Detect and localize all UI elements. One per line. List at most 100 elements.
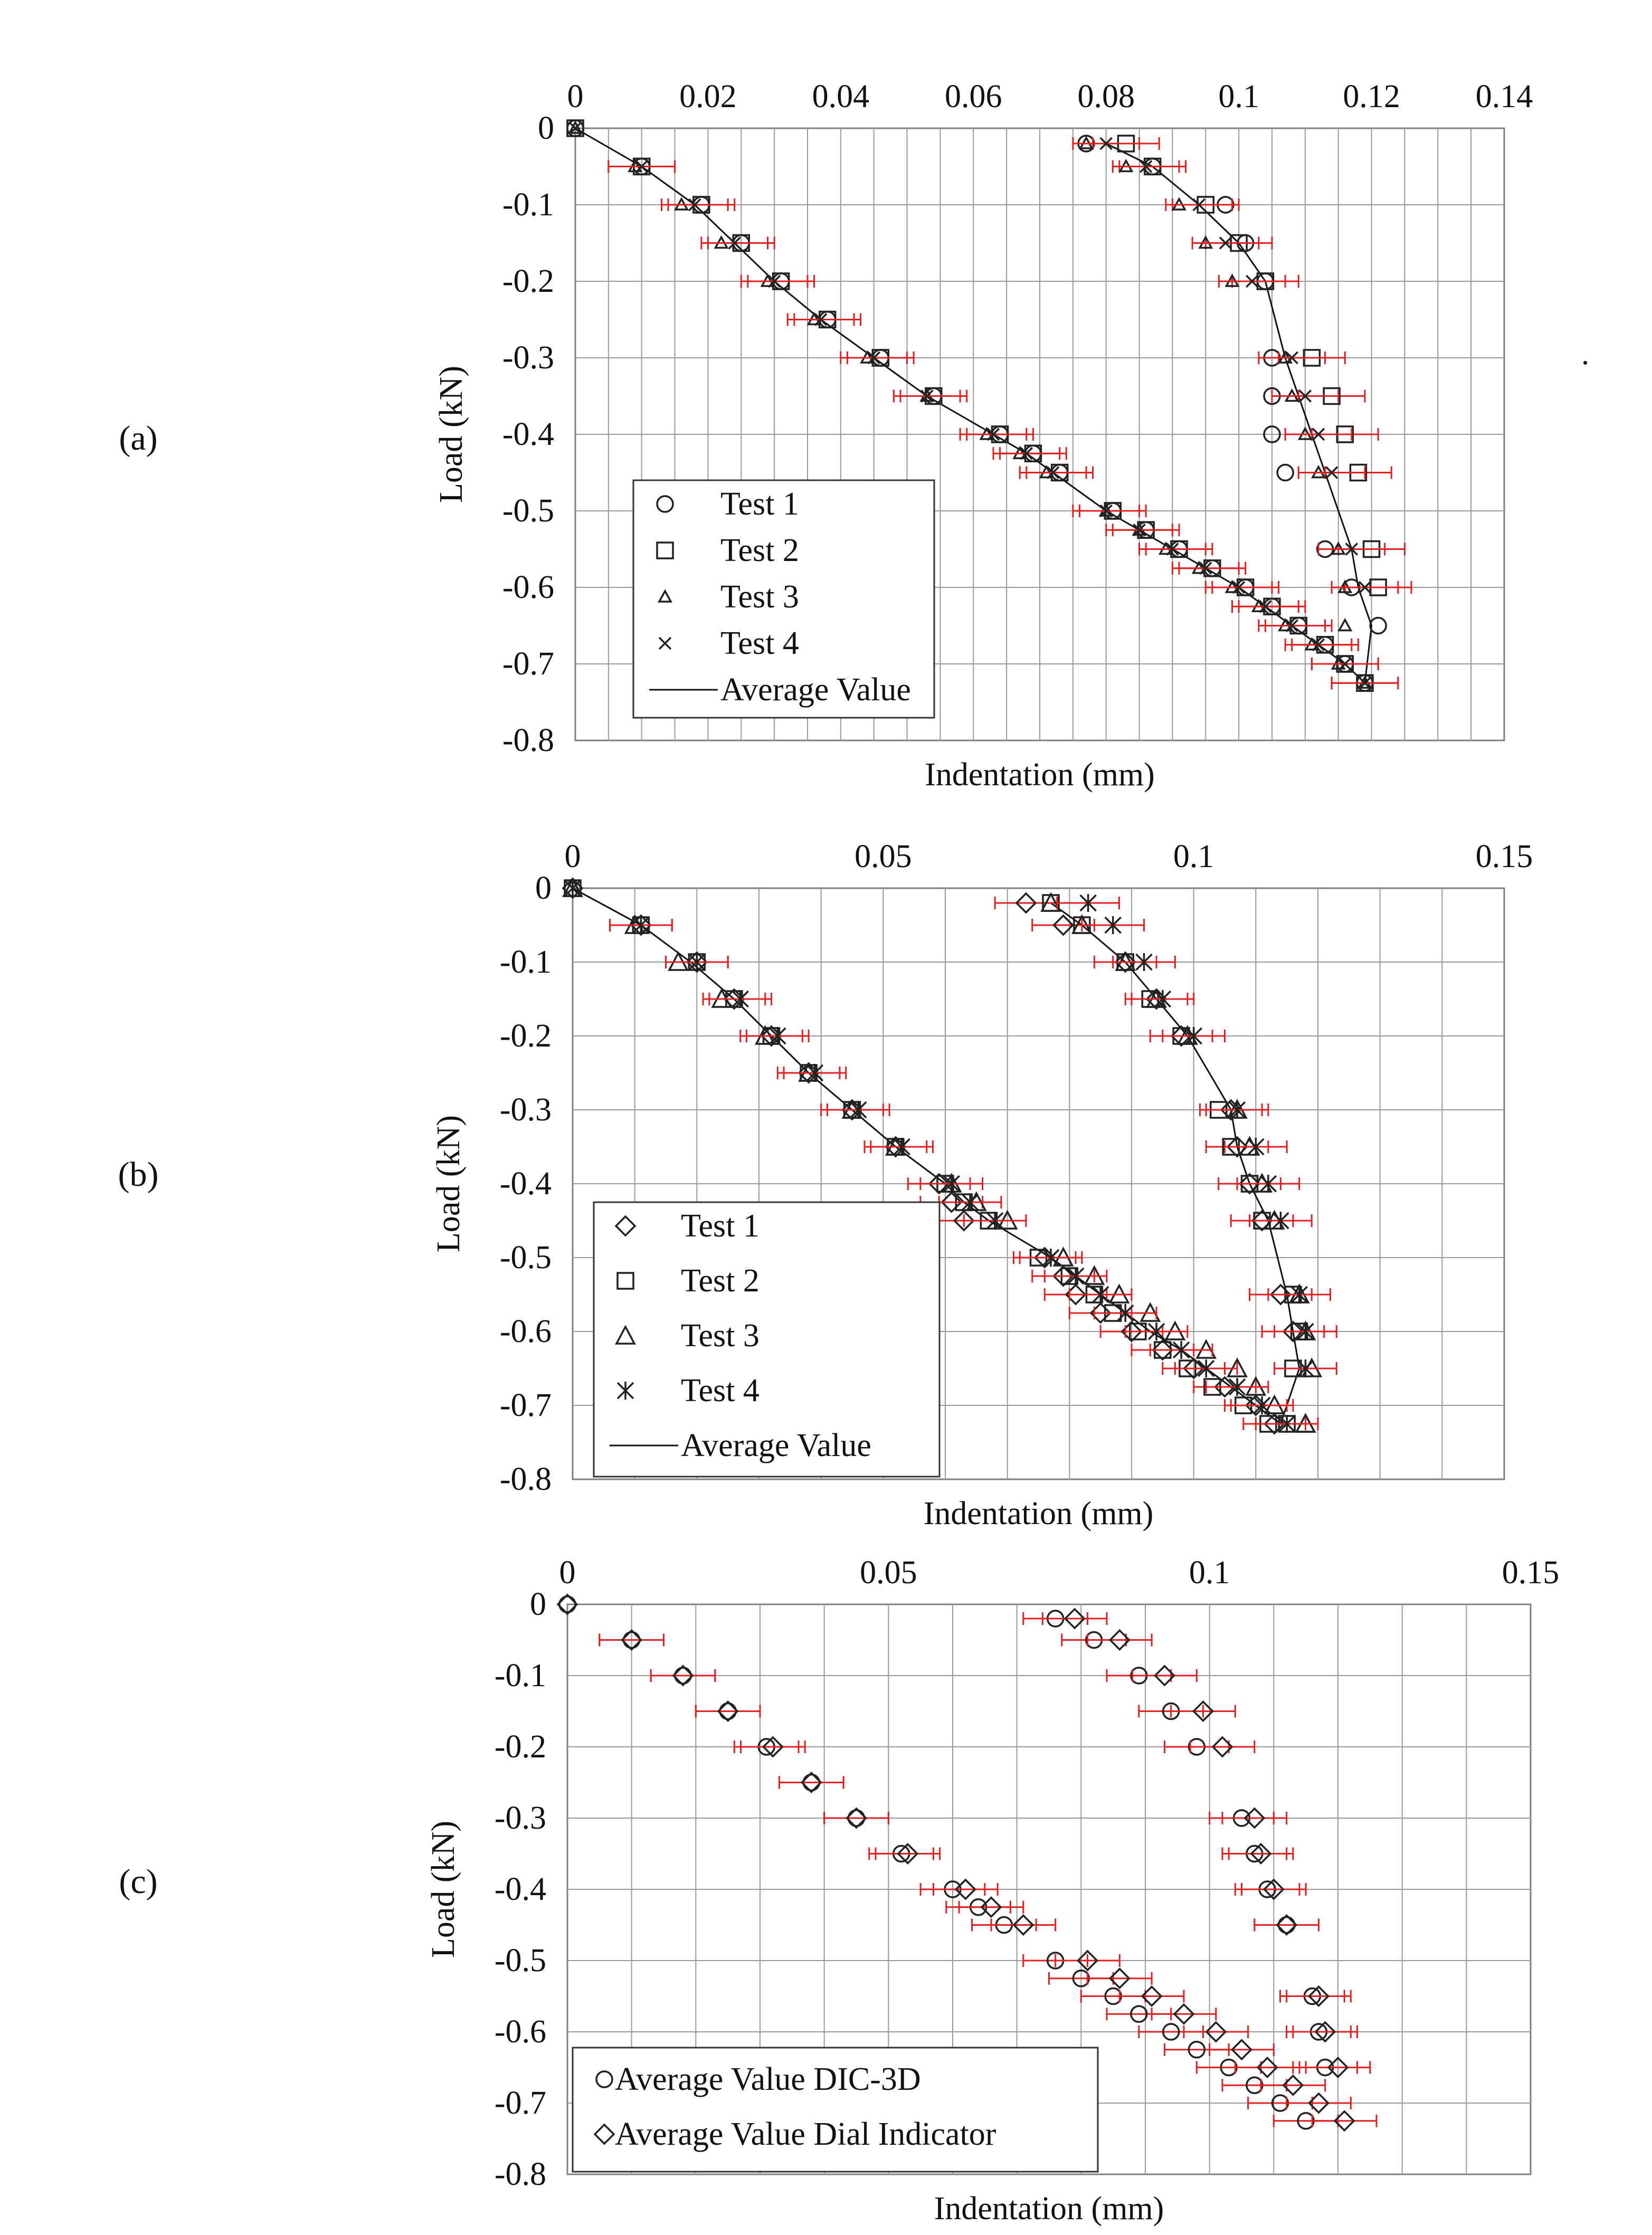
- data-point-test-1: [1114, 951, 1136, 973]
- x-tick-label: 0.05: [860, 1555, 917, 1591]
- data-point-test-1: [928, 1173, 950, 1195]
- data-point-test-4: [564, 879, 582, 897]
- legend: Test 1 Test 2 Test 3 Test 4 Average Value: [593, 1201, 941, 1478]
- data-point-average-value-dic-3d: [1162, 2023, 1180, 2041]
- data-point-test-4: [1104, 916, 1122, 934]
- error-bar: [695, 1705, 761, 1718]
- data-layer: [566, 119, 1412, 692]
- x-tick-label: 0.1: [1173, 839, 1214, 874]
- tick-labels: 0 0.05 0.1 0.15 0 -0.1 -0.2 -0.3 -0.4 -0.5 -0.6 -0.…: [495, 1555, 1559, 2192]
- data-point-test-1: [1015, 892, 1037, 914]
- error-bar: [1305, 2061, 1371, 2074]
- x-tick-label: 0.02: [679, 79, 737, 115]
- y-tick-label: 0: [538, 110, 554, 146]
- legend-label-test-4: Test 4: [720, 625, 799, 661]
- data-point-test-1: [1239, 1173, 1261, 1195]
- data-point-test-4: [1253, 1396, 1271, 1414]
- x-tick-label: 0: [565, 839, 581, 874]
- legend: Test 1 Test 2 Test 3 Test 4 Average Value: [632, 479, 935, 719]
- legend-label-average-value-dic-3d: Average Value DIC-3D: [615, 2061, 921, 2097]
- data-point-average-value-dial-indicator: [1327, 2057, 1349, 2078]
- legend-symbol-test-4: [658, 636, 672, 650]
- data-point-test-4: [635, 160, 648, 173]
- x-tick-label: 0.1: [1189, 1555, 1230, 1591]
- data-point-test-4: [1278, 1415, 1296, 1433]
- x-axis-label: Indentation (mm): [924, 1496, 1154, 1532]
- data-point-test-1: [562, 877, 584, 899]
- y-tick-label: -0.1: [495, 1658, 546, 1694]
- legend-label-test-1: Test 1: [720, 486, 799, 522]
- x-tick-label: 0.08: [1077, 79, 1135, 115]
- data-point-average-value-dial-indicator: [897, 1843, 919, 1865]
- data-point-average-value-dial-indicator: [1308, 2092, 1330, 2114]
- legend-label-test-3: Test 3: [720, 579, 799, 615]
- y-tick-label: 0: [530, 1586, 546, 1622]
- legend-label-test-4: Test 4: [681, 1373, 759, 1409]
- legend-symbol-test-3: [658, 589, 672, 603]
- data-point-test-4: [732, 990, 749, 1008]
- data-point-test-4: [568, 121, 582, 135]
- data-point-test-4: [1338, 657, 1352, 671]
- error-bar: [1292, 2025, 1358, 2038]
- data-point-average-value-dial-indicator: [1012, 1914, 1034, 1936]
- error-bar: [1254, 1918, 1319, 1932]
- error-bar: [1151, 2008, 1217, 2021]
- data-point-test-4: [1297, 1359, 1314, 1377]
- data-point-test-3: [568, 120, 583, 134]
- data-point-test-4: [1199, 562, 1212, 575]
- data-point-test-4: [1133, 524, 1146, 537]
- data-point-average-value-dial-indicator: [1154, 1665, 1175, 1687]
- y-tick-label: -0.1: [500, 944, 552, 980]
- data-point-test-4: [1228, 1378, 1246, 1396]
- data-point-average-value-dial-indicator: [1314, 2021, 1336, 2043]
- data-point-average-value-dial-indicator: [1250, 1843, 1272, 1865]
- data-point-test-4: [1312, 427, 1325, 441]
- error-bar: [1209, 2043, 1275, 2056]
- y-tick-label: -0.6: [500, 1314, 552, 1349]
- data-point-test-4: [1139, 160, 1153, 173]
- data-layer: [562, 877, 1337, 1435]
- data-point-test-4: [1259, 600, 1272, 613]
- x-tick-label: 0.05: [855, 839, 912, 874]
- legend-label-test-3: Test 3: [681, 1318, 759, 1354]
- y-tick-label: -0.3: [502, 340, 554, 376]
- data-point-test-4: [688, 198, 701, 212]
- data-point-test-1: [630, 914, 652, 936]
- error-bar: [958, 1900, 1024, 1914]
- error-bar: [1234, 2061, 1300, 2074]
- data-point-test-4: [1067, 1267, 1085, 1285]
- error-bar: [650, 1669, 716, 1682]
- data-point-test-1: [1152, 1339, 1174, 1361]
- data-point-test-1: [686, 951, 708, 973]
- data-point-average-value-dic-3d: [1130, 2005, 1148, 2023]
- tick-labels: 0 0.05 0.1 0.15 0 -0.1 -0.2 -0.3 -0.4 -0.5 -0.6 -0.…: [500, 839, 1533, 1497]
- data-point-test-3: [1040, 892, 1061, 912]
- data-point-test-4: [769, 1027, 786, 1045]
- data-point-test-1: [1052, 914, 1075, 936]
- y-tick-label: 0: [535, 870, 552, 906]
- data-point-test-4: [867, 351, 880, 365]
- data-point-test-4: [1298, 389, 1312, 403]
- y-tick-label: -0.2: [502, 263, 554, 299]
- x-tick-label: 0.15: [1476, 839, 1533, 874]
- y-tick-label: -0.7: [495, 2085, 546, 2121]
- error-bar: [778, 1776, 844, 1789]
- data-point-test-4: [767, 274, 781, 288]
- data-point-test-1: [1276, 463, 1294, 482]
- error-bar: [1118, 1990, 1185, 2003]
- data-point-average-value-dial-indicator: [1262, 1878, 1285, 1900]
- data-point-average-value-dial-indicator: [1308, 1985, 1330, 2007]
- data-point-average-value-dial-indicator: [1205, 2021, 1227, 2043]
- data-point-test-4: [1272, 1212, 1289, 1230]
- legend-label-average-value: Average Value: [681, 1428, 871, 1463]
- error-bar: [1170, 1705, 1236, 1718]
- data-point-test-3: [1337, 617, 1353, 632]
- y-tick-label: -0.3: [500, 1092, 552, 1128]
- legend-symbol-test-3: [615, 1325, 636, 1345]
- series-test-4: [568, 121, 1399, 690]
- error-bar: [1055, 1954, 1121, 1967]
- data-point-test-1: [1170, 1025, 1192, 1047]
- data-point-test-2: [566, 119, 584, 137]
- data-point-test-4: [1020, 447, 1033, 460]
